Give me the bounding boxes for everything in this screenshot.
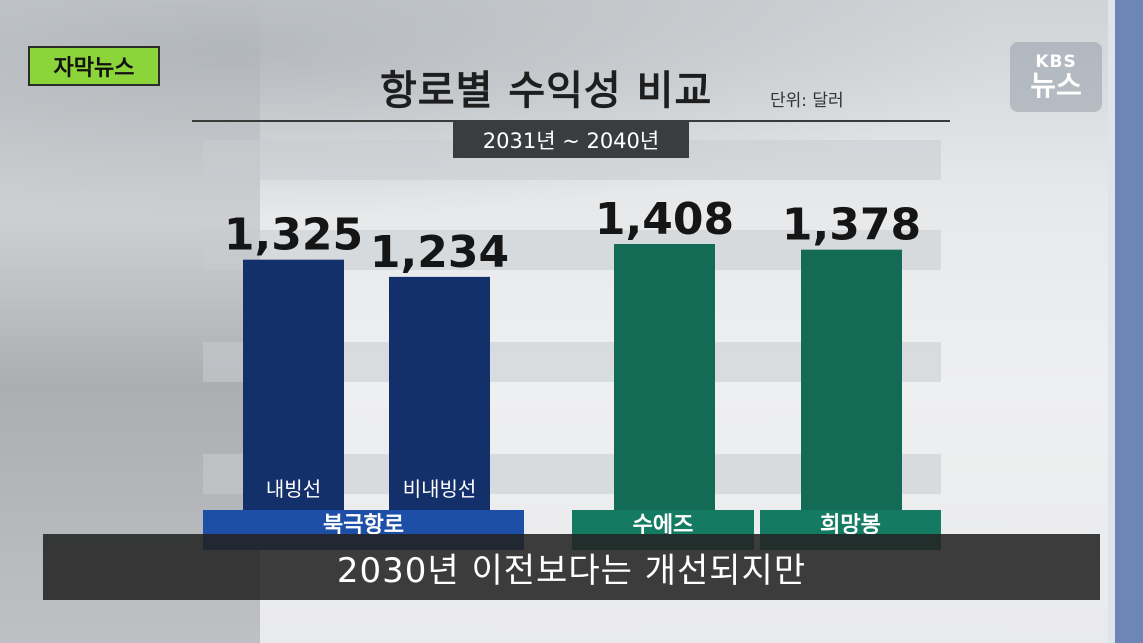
bar-category-label: 내빙선 <box>266 477 321 501</box>
unit-label: 단위: 달러 <box>770 91 844 111</box>
group-label: 희망봉 <box>820 513 881 538</box>
group-label: 북극항로 <box>323 513 404 538</box>
news-badge-label: 자막뉴스 <box>53 56 135 81</box>
group-label: 수에즈 <box>633 513 694 538</box>
kbs-news-logo: KBS 뉴스 <box>1010 42 1102 112</box>
caption-text: 2030년 이전보다는 개선되지만 <box>336 550 807 591</box>
bar <box>614 244 715 510</box>
bar <box>801 249 902 511</box>
bar-value-label: 1,325 <box>224 210 363 261</box>
chart-title: 항로별 수익성 비교 <box>380 68 713 114</box>
bar-value-label: 1,378 <box>782 200 921 251</box>
bar <box>389 276 490 510</box>
period-label: 2031년 ~ 2040년 <box>453 121 689 158</box>
logo-bottom-text: 뉴스 <box>1030 69 1082 102</box>
right-edge-strip <box>1115 0 1143 643</box>
caption-bar: 2030년 이전보다는 개선되지만 <box>43 534 1100 600</box>
bar-value-label: 1,408 <box>595 194 734 245</box>
right-edge-highlight <box>1108 0 1116 643</box>
bar-category-label: 비내빙선 <box>403 477 477 501</box>
logo-top-text: KBS <box>1035 52 1077 72</box>
bar-value-label: 1,234 <box>370 227 509 278</box>
news-badge: 자막뉴스 <box>28 46 160 86</box>
bar <box>243 259 344 510</box>
